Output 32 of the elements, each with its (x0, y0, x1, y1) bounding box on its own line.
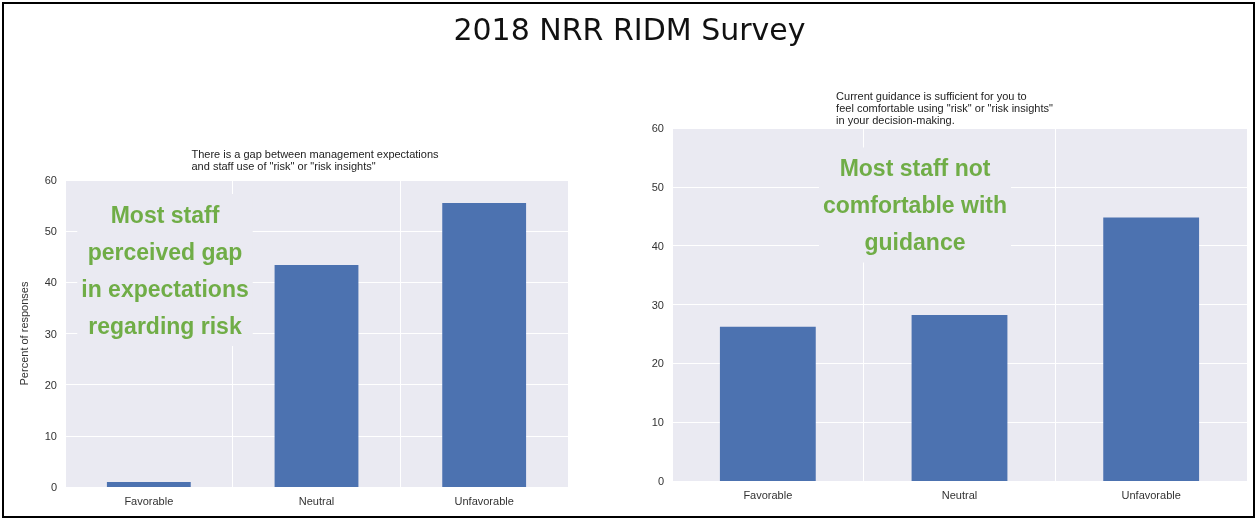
bar (1103, 217, 1200, 481)
bar (274, 264, 359, 487)
y-tick-label: 10 (651, 416, 664, 429)
bar (106, 481, 191, 487)
y-tick-label: 30 (44, 327, 57, 340)
y-tick-label: 20 (44, 378, 57, 391)
y-tick-label: 40 (651, 239, 664, 252)
y-tick-label: 40 (44, 276, 57, 289)
x-tick-label: Unfavorable (454, 494, 514, 507)
annotation: Most staff not comfortable with guidance (822, 155, 1008, 255)
x-tick-label: Favorable (124, 494, 174, 507)
y-tick-label: 50 (651, 180, 664, 193)
y-tick-label: 0 (657, 475, 664, 487)
x-tick-label: Unfavorable (1121, 488, 1181, 501)
chart-subtitle: There is a gap between management expectations and staff use of "risk" or "risk insights" (191, 148, 440, 172)
x-tick-label: Favorable (743, 488, 793, 501)
y-tick-label: 10 (44, 429, 57, 442)
y-tick-label: 60 (651, 122, 664, 134)
y-tick-label: 0 (50, 481, 57, 493)
text: 2018 NRR RIDM Survey (452, 12, 807, 47)
x-tick-label: Neutral (298, 494, 335, 507)
bar (911, 315, 1008, 481)
x-tick-label: Neutral (941, 488, 978, 501)
y-axis-title: Percent of responses (17, 281, 30, 386)
bar (719, 326, 816, 481)
y-tick-label: 50 (44, 225, 57, 238)
annotation: Most staff perceived gap in expectations regarding risk (81, 201, 249, 339)
chart-subtitle: Current guidance is sufficient for you to feel comfortable using "risk" or "risk insights" in your decision-making. (836, 90, 1053, 126)
bar (442, 203, 527, 487)
y-tick-label: 30 (651, 298, 664, 311)
y-tick-label: 20 (651, 357, 664, 370)
y-tick-label: 60 (44, 174, 57, 186)
